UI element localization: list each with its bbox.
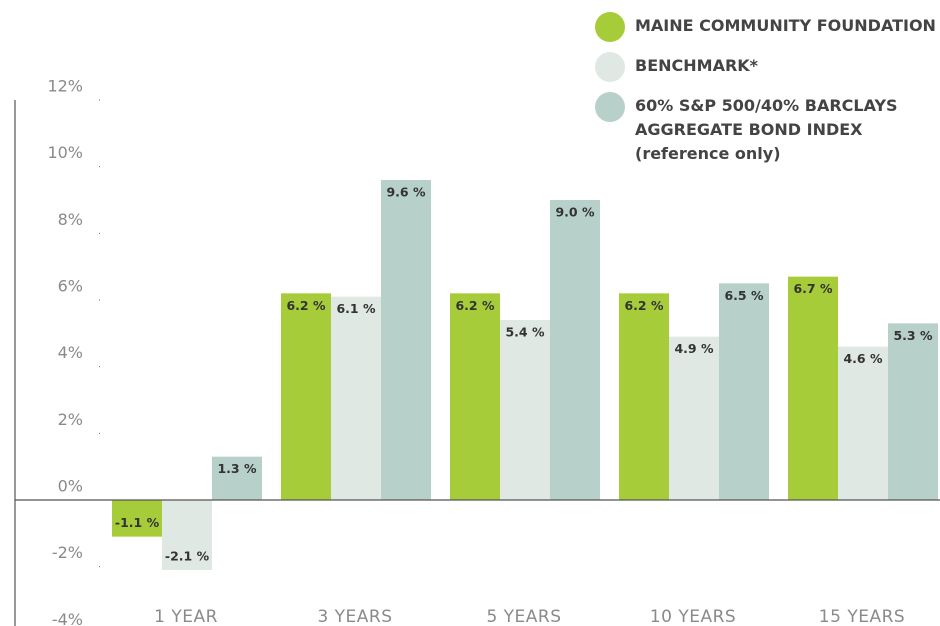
x-tick-label: 3 YEARS xyxy=(317,607,392,626)
y-tick-label: 6% xyxy=(58,277,83,296)
value-label: -1.1 % xyxy=(115,515,160,530)
x-tick-label: 15 YEARS xyxy=(819,607,905,626)
value-label: 9.0 % xyxy=(555,205,594,220)
bar xyxy=(331,296,381,500)
bar xyxy=(719,283,769,500)
value-label: 6.7 % xyxy=(793,281,832,296)
y-tick-label: 2% xyxy=(58,410,83,429)
y-tick-label: 8% xyxy=(58,210,83,229)
legend-swatch xyxy=(595,92,625,122)
value-label: 9.6 % xyxy=(386,185,425,200)
legend-label: 60% S&P 500/40% BARCLAYS AGGREGATE BOND … xyxy=(635,96,898,139)
y-tick-label: -2% xyxy=(52,543,83,562)
y-tick-label: 4% xyxy=(58,343,83,362)
legend-note: (reference only) xyxy=(635,144,781,163)
bar xyxy=(669,336,719,500)
y-tick-label: 12% xyxy=(47,77,83,96)
y-tick-label: 10% xyxy=(47,143,83,162)
value-label: 4.6 % xyxy=(843,351,882,366)
value-label: 5.4 % xyxy=(505,325,544,340)
legend-label: MAINE COMMUNITY FOUNDATION xyxy=(635,16,936,35)
legend: MAINE COMMUNITY FOUNDATION BENCHMARK* 60% … xyxy=(595,12,940,182)
legend-swatch xyxy=(595,52,625,82)
bar xyxy=(500,320,550,500)
bar xyxy=(381,180,431,500)
bar xyxy=(838,346,888,500)
bar xyxy=(888,323,938,500)
legend-item: 60% S&P 500/40% BARCLAYS AGGREGATE BOND … xyxy=(595,92,905,166)
legend-item: MAINE COMMUNITY FOUNDATION xyxy=(595,12,940,42)
bar xyxy=(450,293,500,500)
value-label: 1.3 % xyxy=(217,461,256,476)
value-label: 6.2 % xyxy=(624,298,663,313)
x-tick-label: 5 YEARS xyxy=(486,607,561,626)
legend-swatch xyxy=(595,12,625,42)
bar xyxy=(212,456,262,500)
bar xyxy=(619,293,669,500)
value-label: 5.3 % xyxy=(893,328,932,343)
value-label: 6.2 % xyxy=(286,298,325,313)
value-label: 6.5 % xyxy=(724,288,763,303)
bar xyxy=(788,276,838,500)
legend-item: BENCHMARK* xyxy=(595,52,940,82)
x-tick-label: 10 YEARS xyxy=(650,607,736,626)
bar xyxy=(281,293,331,500)
value-label: 4.9 % xyxy=(674,341,713,356)
y-tick-label: -4% xyxy=(52,610,83,626)
value-label: 6.2 % xyxy=(455,298,494,313)
bar xyxy=(112,500,162,537)
bar xyxy=(162,500,212,570)
legend-label: BENCHMARK* xyxy=(635,56,759,75)
bar xyxy=(550,200,600,500)
value-label: 6.1 % xyxy=(336,301,375,316)
y-tick-label: 0% xyxy=(58,477,83,496)
value-label: -2.1 % xyxy=(165,549,210,564)
x-tick-label: 1 YEAR xyxy=(154,607,218,626)
